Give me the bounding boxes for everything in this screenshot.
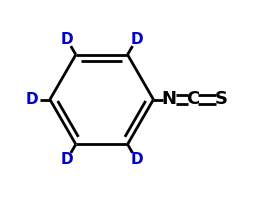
Text: D: D (130, 32, 143, 47)
Text: C: C (187, 91, 200, 108)
Text: D: D (60, 152, 73, 167)
Text: D: D (130, 152, 143, 167)
Text: S: S (214, 91, 228, 108)
Text: D: D (26, 92, 38, 107)
Text: D: D (60, 32, 73, 47)
Text: N: N (162, 91, 177, 108)
